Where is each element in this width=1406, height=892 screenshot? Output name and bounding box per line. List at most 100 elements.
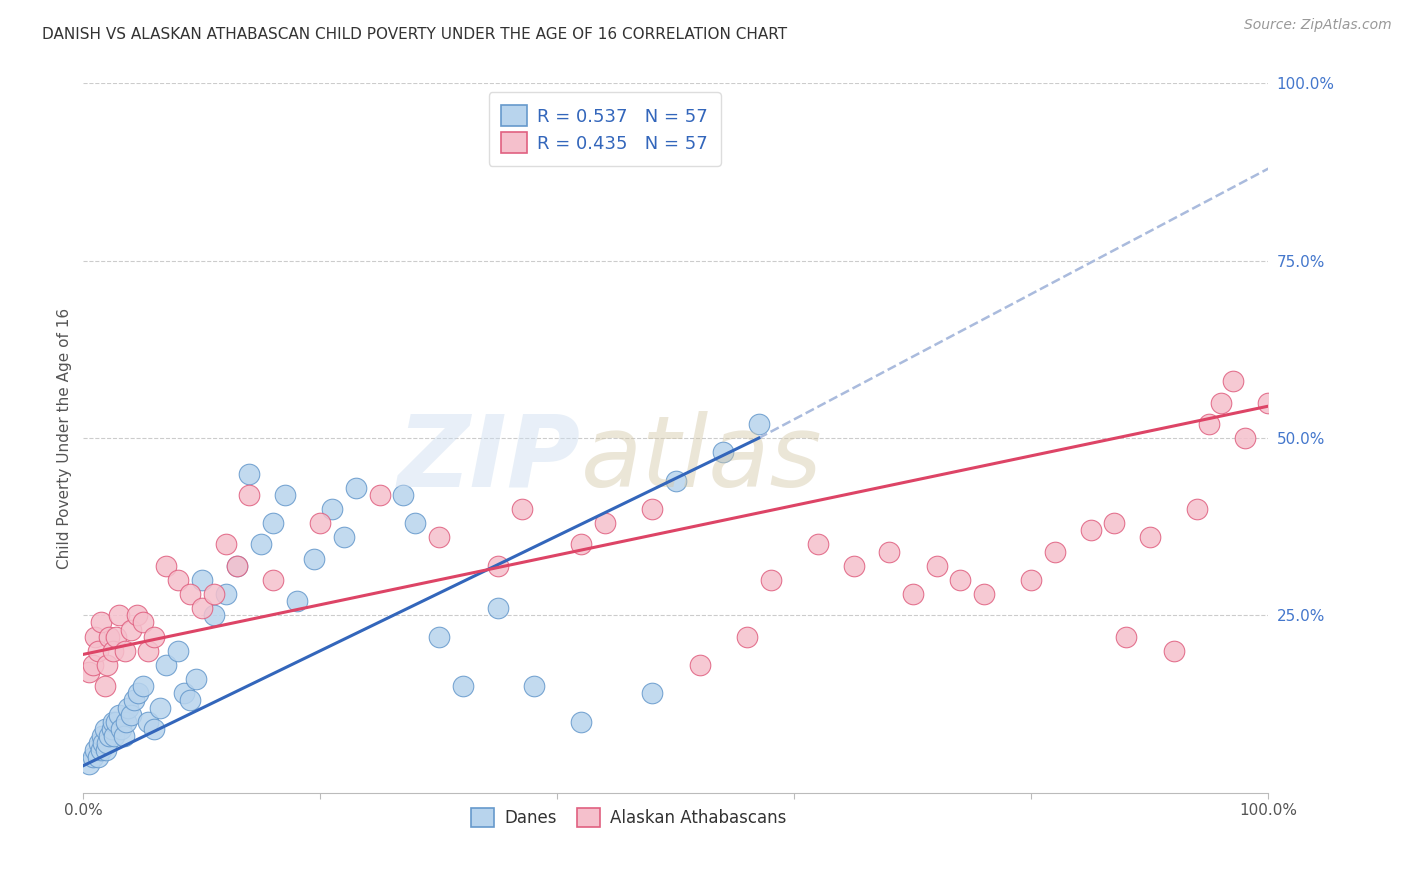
- Point: [103, 729, 125, 743]
- Point: [149, 700, 172, 714]
- Point: [309, 516, 332, 530]
- Point: [925, 558, 948, 573]
- Point: [191, 573, 214, 587]
- Point: [807, 537, 830, 551]
- Point: [877, 544, 900, 558]
- Point: [112, 729, 135, 743]
- Point: [510, 502, 533, 516]
- Point: [569, 714, 592, 729]
- Point: [84, 743, 107, 757]
- Point: [1080, 523, 1102, 537]
- Point: [238, 467, 260, 481]
- Point: [1209, 395, 1232, 409]
- Point: [93, 736, 115, 750]
- Point: [77, 757, 100, 772]
- Point: [122, 693, 145, 707]
- Point: [842, 558, 865, 573]
- Point: [392, 488, 415, 502]
- Point: [641, 686, 664, 700]
- Point: [689, 658, 711, 673]
- Point: [665, 474, 688, 488]
- Point: [125, 608, 148, 623]
- Point: [1198, 417, 1220, 431]
- Point: [486, 558, 509, 573]
- Point: [105, 630, 128, 644]
- Point: [344, 481, 367, 495]
- Point: [427, 530, 450, 544]
- Point: [1257, 395, 1279, 409]
- Point: [77, 665, 100, 679]
- Point: [1233, 431, 1256, 445]
- Point: [1222, 374, 1244, 388]
- Point: [82, 750, 104, 764]
- Point: [96, 658, 118, 673]
- Point: [143, 630, 166, 644]
- Point: [84, 630, 107, 644]
- Point: [973, 587, 995, 601]
- Point: [138, 714, 160, 729]
- Point: [179, 587, 201, 601]
- Point: [105, 714, 128, 729]
- Point: [735, 630, 758, 644]
- Point: [131, 615, 153, 630]
- Point: [155, 658, 177, 673]
- Point: [1187, 502, 1209, 516]
- Point: [593, 516, 616, 530]
- Point: [101, 714, 124, 729]
- Point: [173, 686, 195, 700]
- Point: [110, 722, 132, 736]
- Point: [404, 516, 426, 530]
- Point: [93, 722, 115, 736]
- Point: [179, 693, 201, 707]
- Point: [262, 573, 284, 587]
- Point: [155, 558, 177, 573]
- Y-axis label: Child Poverty Under the Age of 16: Child Poverty Under the Age of 16: [58, 308, 72, 568]
- Point: [167, 644, 190, 658]
- Point: [90, 743, 112, 757]
- Text: atlas: atlas: [581, 411, 823, 508]
- Point: [98, 630, 121, 644]
- Point: [86, 750, 108, 764]
- Point: [949, 573, 972, 587]
- Point: [143, 722, 166, 736]
- Point: [1043, 544, 1066, 558]
- Point: [274, 488, 297, 502]
- Point: [486, 601, 509, 615]
- Point: [108, 707, 131, 722]
- Point: [117, 700, 139, 714]
- Point: [250, 537, 273, 551]
- Point: [1163, 644, 1185, 658]
- Point: [93, 679, 115, 693]
- Point: [96, 736, 118, 750]
- Point: [1104, 516, 1126, 530]
- Point: [120, 623, 142, 637]
- Point: [304, 551, 326, 566]
- Point: [333, 530, 356, 544]
- Point: [321, 502, 343, 516]
- Point: [214, 587, 236, 601]
- Point: [108, 608, 131, 623]
- Point: [238, 488, 260, 502]
- Point: [131, 679, 153, 693]
- Point: [285, 594, 308, 608]
- Point: [87, 736, 110, 750]
- Point: [86, 644, 108, 658]
- Point: [91, 729, 114, 743]
- Point: [138, 644, 160, 658]
- Point: [120, 707, 142, 722]
- Point: [115, 714, 138, 729]
- Point: [1139, 530, 1161, 544]
- Point: [114, 644, 136, 658]
- Point: [127, 686, 149, 700]
- Point: [202, 587, 225, 601]
- Point: [98, 729, 121, 743]
- Text: ZIP: ZIP: [398, 411, 581, 508]
- Legend: Danes, Alaskan Athabascans: Danes, Alaskan Athabascans: [464, 801, 793, 834]
- Point: [202, 608, 225, 623]
- Point: [82, 658, 104, 673]
- Point: [94, 743, 117, 757]
- Point: [759, 573, 782, 587]
- Point: [184, 672, 207, 686]
- Point: [1021, 573, 1043, 587]
- Point: [100, 722, 122, 736]
